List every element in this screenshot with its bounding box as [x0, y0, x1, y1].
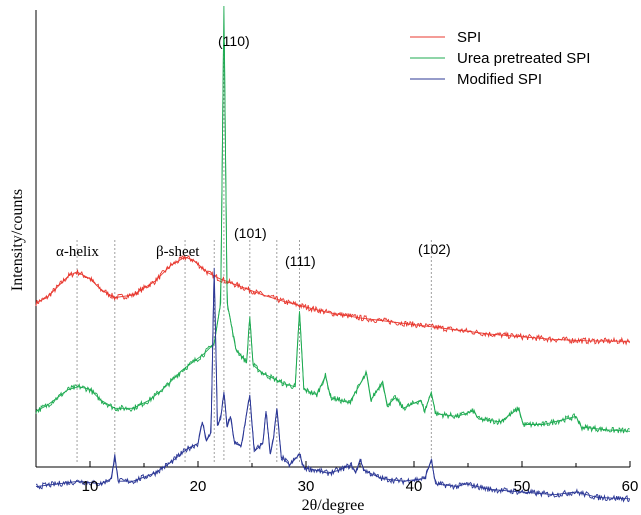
x-axis-title: 2θ/degree [302, 497, 365, 514]
series-line-0 [35, 254, 630, 346]
legend-label-urea: Urea pretreated SPI [457, 50, 590, 67]
x-tick-label: 20 [190, 478, 207, 495]
series-layer [35, 5, 631, 503]
x-tick-label: 40 [406, 478, 423, 495]
series-line-1 [35, 42, 630, 434]
peak-label-111: (111) [285, 253, 316, 269]
x-tick-label: 30 [298, 478, 315, 495]
y-axis-title: Intensity/counts [9, 189, 26, 291]
peak-label-102: (102) [418, 241, 451, 257]
x-tick-label: 50 [514, 478, 531, 495]
alpha-helix-label: α-helix [56, 244, 99, 260]
series-peaks-1 [35, 5, 631, 432]
series-peaks-2 [35, 267, 631, 500]
x-ticks: 10 20 30 40 50 60 [35, 461, 639, 495]
series-peaks-0 [35, 256, 631, 342]
reference-lines [76, 30, 432, 462]
beta-sheet-label: β-sheet [156, 244, 200, 260]
series-line-2 [35, 278, 631, 503]
legend-label-spi: SPI [457, 29, 481, 46]
legend: SPI Urea pretreated SPI Modified SPI [410, 29, 590, 88]
peak-label-110: (110) [218, 33, 250, 49]
x-tick-label: 10 [82, 478, 99, 495]
legend-label-modified: Modified SPI [457, 71, 542, 88]
peak-label-101: (101) [234, 225, 267, 241]
x-tick-label: 60 [622, 478, 639, 495]
